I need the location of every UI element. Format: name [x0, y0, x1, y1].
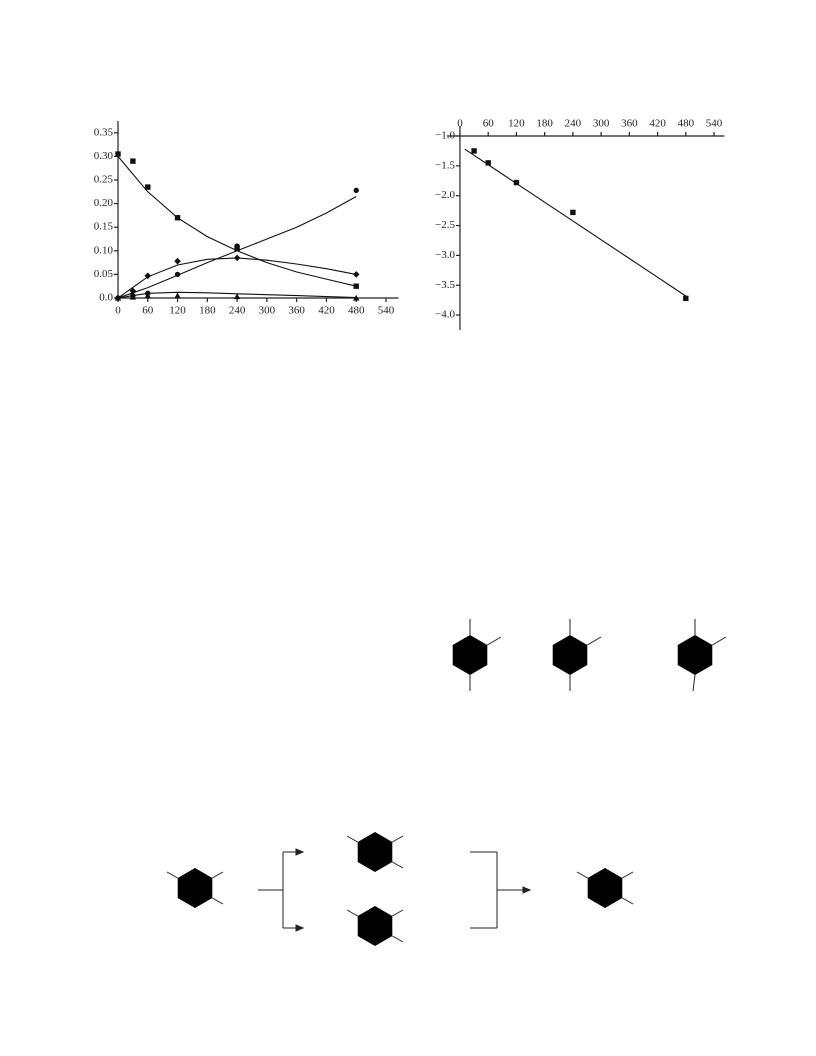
- y-tick-label: −1.0: [435, 130, 455, 142]
- marker: [353, 187, 359, 194]
- x-tick-label: 120: [508, 118, 525, 130]
- fit-line: [464, 148, 687, 297]
- marker: [353, 294, 360, 301]
- marker: [174, 257, 181, 265]
- marker: [485, 160, 491, 166]
- marker: [145, 184, 151, 190]
- marker: [233, 293, 241, 300]
- y-tick-label: 0.20: [94, 197, 114, 209]
- x-tick-label: 0: [115, 305, 121, 317]
- x-tick-label: 480: [348, 305, 365, 317]
- x-tick-label: 360: [288, 305, 305, 317]
- y-tick-label: 0.30: [94, 150, 114, 162]
- marker: [115, 151, 121, 157]
- marker: [233, 254, 241, 262]
- marker: [353, 283, 359, 289]
- marker: [144, 272, 152, 280]
- x-tick-label: 240: [229, 305, 246, 317]
- marker: [513, 179, 520, 186]
- molecule: [677, 619, 727, 692]
- fit-line: [117, 156, 357, 287]
- y-tick-label: 0.15: [94, 221, 114, 233]
- y-tick-label: 0.35: [94, 126, 114, 138]
- y-tick-label: −2.0: [435, 189, 455, 201]
- marker: [129, 293, 137, 300]
- y-tick-label: −3.0: [435, 249, 455, 261]
- marker: [570, 209, 576, 216]
- y-tick-label: −2.5: [435, 219, 455, 231]
- x-tick-label: 540: [378, 305, 395, 317]
- x-tick-label: 360: [621, 118, 638, 130]
- x-tick-label: 300: [593, 118, 610, 130]
- molecule: [346, 906, 404, 946]
- x-tick-label: 180: [199, 305, 216, 317]
- marker: [114, 294, 122, 301]
- x-tick-label: 240: [565, 118, 582, 130]
- x-tick-label: 60: [483, 118, 495, 130]
- y-tick-label: 0.10: [94, 244, 114, 256]
- marker: [144, 292, 151, 299]
- y-tick-label: −4.0: [435, 309, 455, 321]
- marker: [130, 158, 136, 164]
- x-tick-label: 180: [536, 118, 553, 130]
- marker: [174, 215, 181, 221]
- x-tick-label: 540: [706, 118, 723, 130]
- x-tick-label: 0: [457, 118, 463, 130]
- marker: [174, 271, 181, 278]
- y-tick-label: −1.5: [435, 159, 455, 171]
- marker: [352, 271, 360, 278]
- x-tick-label: 120: [169, 305, 186, 317]
- marker: [174, 292, 181, 299]
- marker: [234, 243, 240, 249]
- molecule: [346, 832, 404, 872]
- molecule: [576, 868, 634, 908]
- molecule: [452, 619, 502, 691]
- y-tick-label: 0.0: [99, 292, 113, 304]
- y-tick-label: −3.5: [435, 279, 455, 291]
- molecule: [552, 619, 602, 691]
- marker: [471, 148, 477, 154]
- marker: [683, 295, 689, 302]
- x-tick-label: 480: [678, 118, 695, 130]
- reaction-arrows: [258, 848, 532, 932]
- x-tick-label: 60: [142, 305, 154, 317]
- molecule: [166, 868, 224, 908]
- fit-line: [117, 196, 357, 299]
- x-tick-label: 420: [649, 118, 666, 130]
- x-tick-label: 300: [259, 305, 276, 317]
- y-tick-label: 0.25: [94, 174, 114, 186]
- marker: [129, 287, 137, 295]
- x-tick-label: 420: [318, 305, 335, 317]
- y-tick-label: 0.05: [94, 268, 114, 280]
